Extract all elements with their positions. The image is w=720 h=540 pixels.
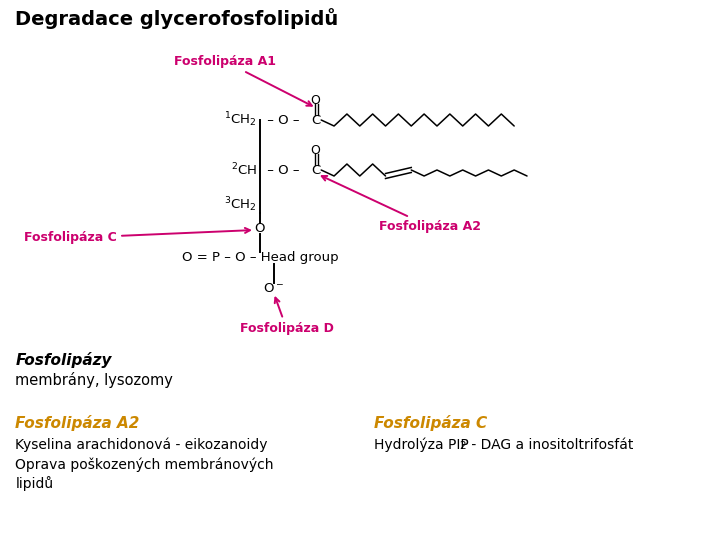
Text: $^1$CH$_2$: $^1$CH$_2$ — [224, 111, 257, 130]
Text: O = P – O – Head group: O = P – O – Head group — [181, 252, 338, 265]
Text: $^2$CH: $^2$CH — [230, 161, 257, 178]
Text: Fosfolipáza A2: Fosfolipáza A2 — [322, 176, 480, 233]
Text: Fosfolipáza A2: Fosfolipáza A2 — [15, 415, 140, 431]
Text: Hydrolýza PIP: Hydrolýza PIP — [374, 438, 469, 453]
Text: membrány, lysozomy: membrány, lysozomy — [15, 372, 174, 388]
Text: 2: 2 — [460, 441, 467, 451]
Text: lipidů: lipidů — [15, 476, 53, 491]
Text: Fosfolipáza C: Fosfolipáza C — [374, 415, 487, 431]
Text: O: O — [255, 221, 265, 234]
Text: Fosfolipáza D: Fosfolipáza D — [240, 298, 333, 335]
Text: O: O — [310, 93, 320, 106]
Text: O$^-$: O$^-$ — [263, 281, 284, 294]
Text: Fosfolipáza A1: Fosfolipáza A1 — [174, 55, 312, 106]
Text: – O –: – O – — [263, 113, 304, 126]
Text: Fosfolipáza C: Fosfolipáza C — [24, 228, 250, 245]
Text: - DAG a inositoltrifosfát: - DAG a inositoltrifosfát — [467, 438, 633, 452]
Text: Fosfolipázy: Fosfolipázy — [15, 352, 112, 368]
Text: C: C — [311, 164, 320, 177]
Text: Oprava poškozených membránových: Oprava poškozených membránových — [15, 458, 274, 472]
Text: $^3$CH$_2$: $^3$CH$_2$ — [224, 195, 257, 214]
Text: C: C — [311, 113, 320, 126]
Text: – O –: – O – — [263, 164, 304, 177]
Text: Kyselina arachidonová - eikozanoidy: Kyselina arachidonová - eikozanoidy — [15, 438, 268, 453]
Text: O: O — [310, 144, 320, 157]
Text: Degradace glycerofosfolipidů: Degradace glycerofosfolipidů — [15, 8, 338, 29]
